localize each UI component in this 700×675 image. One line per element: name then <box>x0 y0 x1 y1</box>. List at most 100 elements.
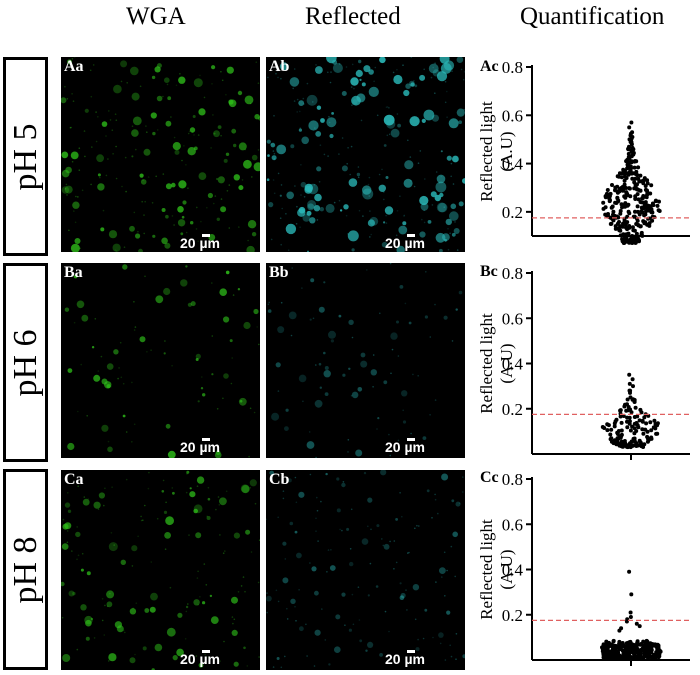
scalebar-aa <box>202 234 210 237</box>
cell-blob <box>399 582 402 585</box>
background-speck <box>124 156 127 159</box>
cell-blob <box>189 491 196 498</box>
background-speck <box>77 485 79 487</box>
background-speck <box>294 605 296 608</box>
cell-blob <box>172 491 175 495</box>
data-point <box>634 169 639 174</box>
background-speck <box>150 561 153 563</box>
background-speck <box>406 609 408 611</box>
cell-blob <box>61 543 69 550</box>
cell-blob <box>419 195 429 206</box>
background-speck <box>381 538 383 540</box>
background-speck <box>391 348 394 351</box>
cell-blob <box>367 219 375 227</box>
background-speck <box>131 565 134 567</box>
cell-blob <box>195 358 199 361</box>
cell-blob <box>329 565 336 571</box>
data-point <box>614 201 619 205</box>
cell-blob <box>359 639 363 643</box>
data-point <box>645 429 650 434</box>
cell-blob <box>282 541 287 546</box>
background-speck <box>187 187 189 189</box>
cell-blob <box>405 83 411 89</box>
background-speck <box>232 622 234 625</box>
data-point <box>628 441 632 446</box>
data-point <box>617 641 622 646</box>
data-point <box>606 642 611 647</box>
background-speck <box>220 134 222 137</box>
background-speck <box>205 584 208 586</box>
cell-blob <box>98 492 105 499</box>
background-speck <box>450 655 453 658</box>
data-point <box>652 418 657 423</box>
cell-blob <box>310 278 315 283</box>
data-point <box>622 439 627 443</box>
background-speck <box>290 334 293 337</box>
cell-blob <box>349 561 354 567</box>
data-point <box>611 209 616 214</box>
data-point <box>648 420 653 425</box>
row-label-ph6: pH 6 <box>3 263 48 462</box>
background-speck <box>369 562 372 565</box>
micrograph-bb: Bb 20 µm <box>266 263 465 458</box>
data-point <box>639 209 644 214</box>
cell-blob <box>243 159 252 169</box>
data-point <box>638 224 643 229</box>
cell-blob <box>314 399 323 408</box>
cell-blob <box>70 151 79 160</box>
cell-blob <box>195 353 201 359</box>
background-speck <box>407 552 409 554</box>
cell-blob <box>276 657 280 660</box>
cell-blob <box>440 63 452 74</box>
background-speck <box>113 544 115 546</box>
data-point <box>625 203 630 208</box>
background-speck <box>330 549 332 551</box>
background-speck <box>114 249 117 251</box>
cell-blob <box>266 139 271 144</box>
cell-blob <box>239 399 243 403</box>
background-speck <box>388 107 390 109</box>
scalebar-cb <box>407 650 415 653</box>
background-speck <box>196 577 199 579</box>
cell-blob <box>375 585 379 588</box>
scalebar-bb <box>407 438 415 441</box>
data-point <box>645 181 650 186</box>
background-speck <box>104 487 106 490</box>
background-speck <box>404 302 407 305</box>
cell-blob <box>306 441 315 449</box>
background-speck <box>357 176 360 179</box>
cell-blob <box>233 143 237 148</box>
background-speck <box>81 189 84 192</box>
cell-blob <box>384 206 394 215</box>
background-speck <box>306 655 308 657</box>
cell-blob <box>346 527 350 531</box>
background-speck <box>213 202 215 205</box>
cell-blob <box>75 531 81 538</box>
cell-blob <box>443 315 448 320</box>
background-speck <box>115 119 118 121</box>
cell-blob <box>432 69 440 77</box>
background-speck <box>244 590 246 593</box>
background-speck <box>402 64 404 66</box>
data-point <box>632 431 637 436</box>
data-point <box>609 439 614 444</box>
data-point <box>636 197 641 202</box>
cell-blob <box>309 217 316 224</box>
background-speck <box>454 575 456 578</box>
cell-blob <box>316 105 322 110</box>
data-point <box>627 186 632 191</box>
background-speck <box>95 111 97 113</box>
data-point <box>618 414 623 419</box>
background-speck <box>351 63 354 66</box>
background-speck <box>417 638 419 641</box>
data-point <box>633 197 638 201</box>
background-speck <box>146 131 148 133</box>
data-point <box>632 228 637 233</box>
cell-blob <box>190 221 194 225</box>
cell-blob <box>152 131 156 136</box>
background-speck <box>115 145 117 148</box>
cell-blob <box>367 497 373 503</box>
data-point <box>654 643 658 648</box>
background-speck <box>62 518 65 521</box>
background-speck <box>66 541 69 544</box>
